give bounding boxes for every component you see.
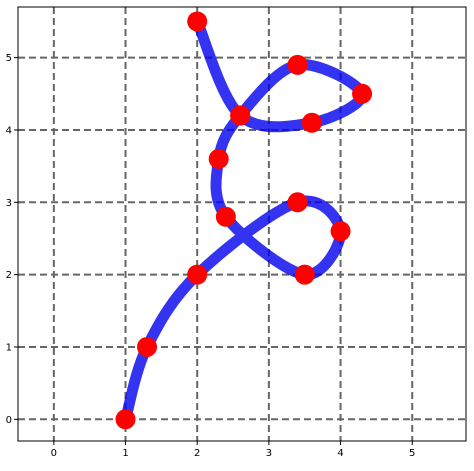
- y-tick-label: 1: [6, 342, 12, 353]
- x-tick-label: 4: [337, 448, 343, 459]
- x-tick-label: 2: [194, 448, 200, 459]
- data-point: [208, 148, 229, 169]
- x-tick-label: 5: [409, 448, 415, 459]
- data-point: [287, 54, 308, 75]
- series-points: [115, 11, 373, 430]
- y-tick-label: 5: [6, 53, 12, 64]
- data-point: [301, 112, 322, 133]
- data-point: [215, 206, 236, 227]
- data-point: [187, 11, 208, 32]
- plot-frame: [17, 6, 467, 442]
- data-point: [230, 105, 251, 126]
- x-tick-label: 1: [122, 448, 128, 459]
- data-point: [287, 192, 308, 213]
- data-point: [352, 83, 373, 104]
- x-tick-label: 0: [51, 448, 57, 459]
- y-tick-label: 0: [6, 415, 12, 426]
- axis-ticks: 0 1 2 3 4 5 0 1 2 3 4 5: [6, 53, 416, 459]
- data-point: [294, 264, 315, 285]
- x-tick-label: 3: [266, 448, 272, 459]
- y-tick-label: 4: [6, 125, 12, 136]
- data-point: [115, 409, 136, 430]
- y-tick-label: 2: [6, 270, 12, 281]
- data-point: [330, 221, 351, 242]
- data-point: [137, 336, 158, 357]
- data-point: [187, 264, 208, 285]
- y-tick-label: 3: [6, 198, 12, 209]
